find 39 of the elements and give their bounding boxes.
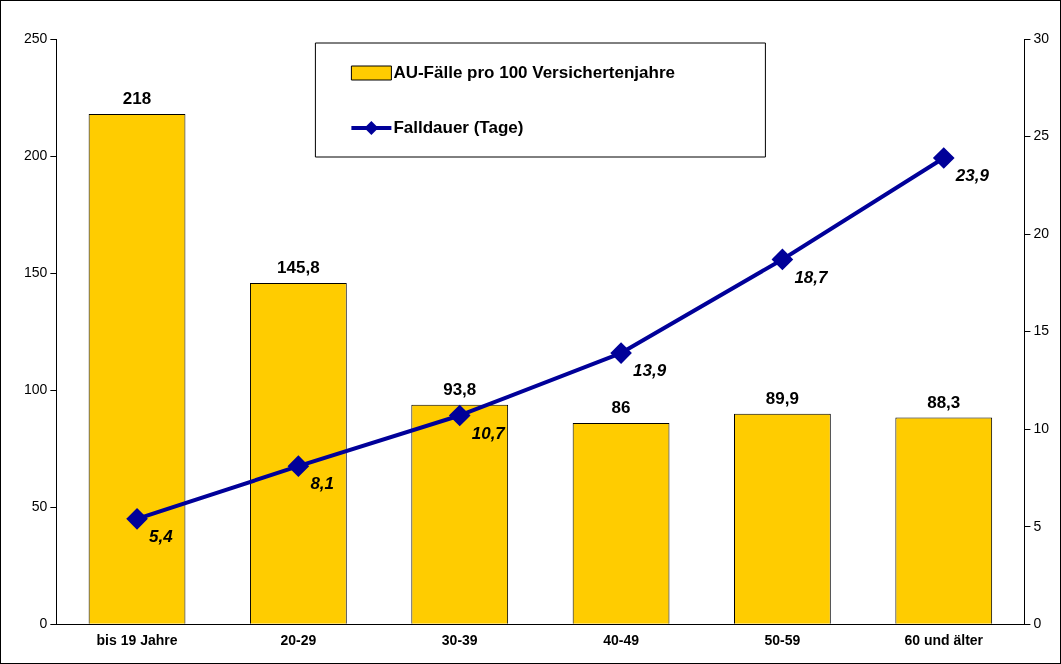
point (127, 508, 148, 529)
x-tick-label: 50-59 (764, 632, 801, 649)
data-label: 89,9 (765, 388, 799, 408)
data-label: 18,7 (794, 267, 830, 287)
x-tick-label: 30-39 (441, 632, 478, 649)
y-tick-label: 50 (31, 498, 48, 515)
legend-label: AU-Fälle pro 100 Versichertenjahre (393, 62, 675, 82)
y-tick-label: 150 (24, 263, 48, 280)
y2-tick-label: 0 (1033, 615, 1042, 632)
y2-tick-label: 25 (1033, 127, 1050, 144)
data-label: 13,9 (633, 361, 667, 381)
data-label: 8,1 (310, 474, 335, 494)
data-label: 10,7 (471, 423, 507, 443)
legend-label: Falldauer (Tage) (393, 117, 524, 137)
x-tick-label: 60 und älter (904, 632, 984, 649)
y-tick-label: 0 (39, 615, 48, 632)
point (611, 343, 632, 364)
x-tick-label: 20-29 (280, 632, 317, 649)
data-label: 93,8 (443, 379, 477, 399)
data-label: 218 (122, 89, 152, 109)
data-label: 86 (611, 398, 631, 418)
point (449, 405, 470, 426)
data-label: 145,8 (277, 258, 320, 278)
point (933, 147, 954, 168)
y2-tick-label: 5 (1033, 517, 1042, 534)
point (288, 456, 309, 477)
y2-tick-label: 10 (1033, 419, 1050, 436)
data-label: 23,9 (954, 166, 990, 186)
y-tick-label: 100 (24, 380, 48, 397)
y-tick-label: 200 (24, 146, 48, 163)
y2-tick-label: 15 (1033, 322, 1050, 339)
y2-tick-label: 30 (1033, 29, 1050, 46)
x-tick-label: 40-49 (603, 632, 640, 649)
y2-tick-label: 20 (1033, 224, 1050, 241)
data-label: 88,3 (927, 392, 961, 412)
data-label: 5,4 (149, 527, 174, 547)
point (772, 249, 793, 270)
y-tick-label: 250 (24, 29, 48, 46)
x-tick-label: bis 19 Jahre (96, 632, 178, 649)
